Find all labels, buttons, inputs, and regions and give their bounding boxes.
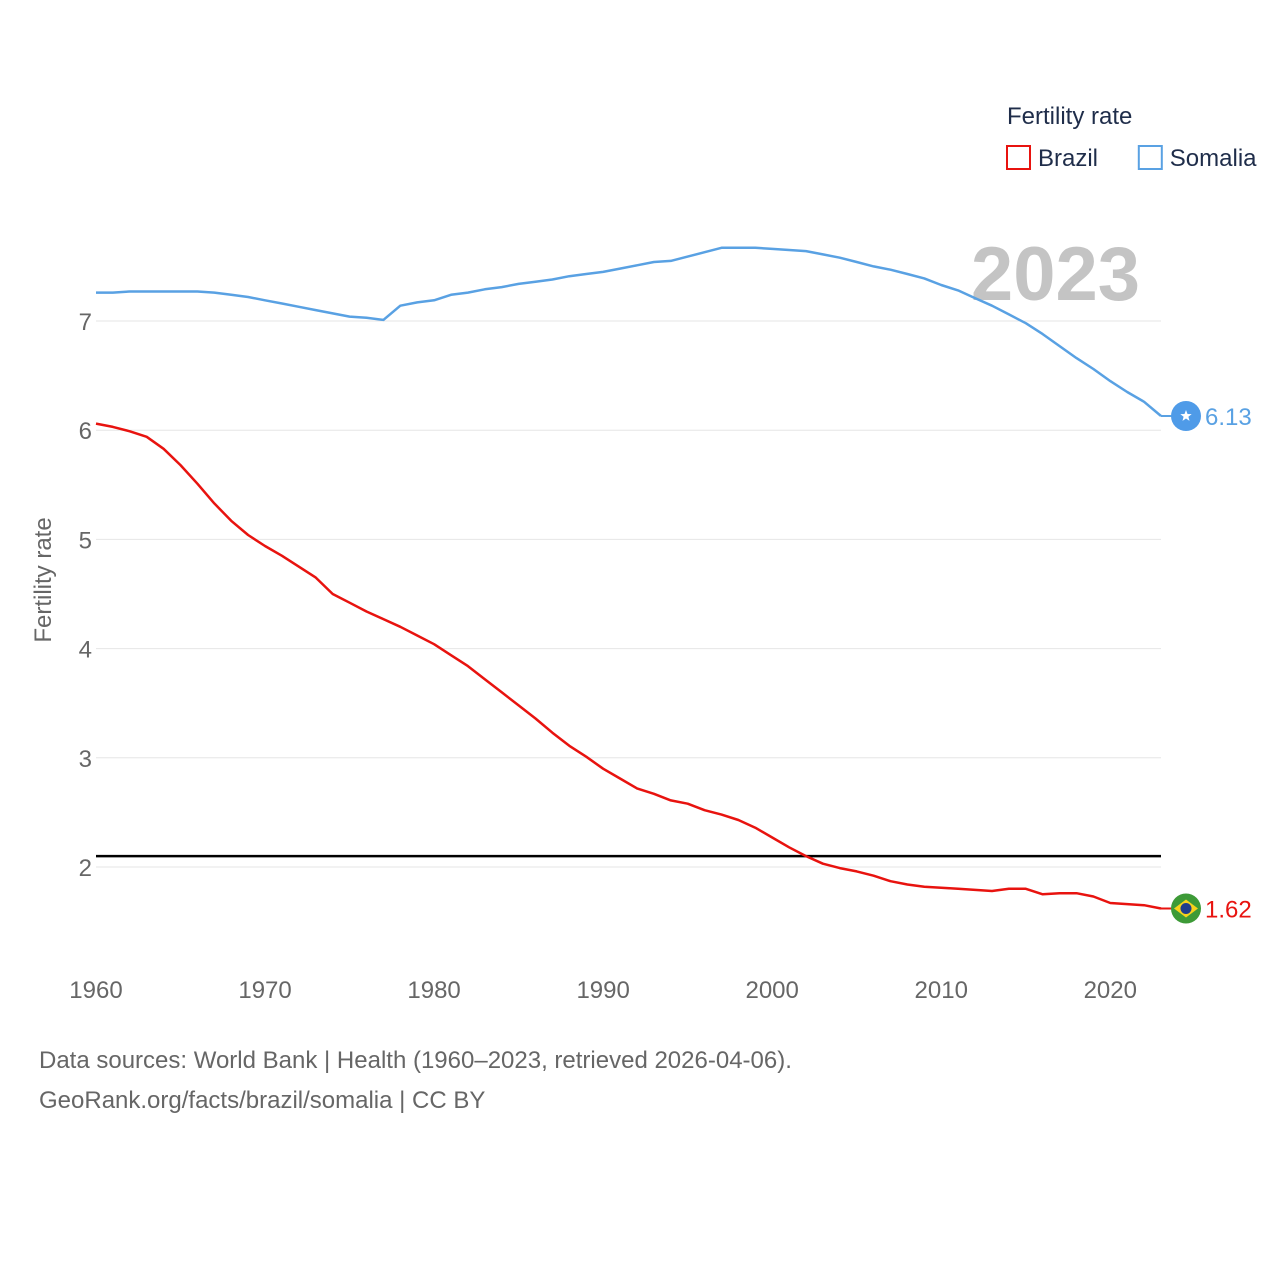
legend-label-somalia: Somalia [1170, 145, 1257, 172]
legend-title: Fertility rate [1007, 103, 1132, 130]
series-lines [95, 246, 1162, 910]
x-tick-label-2020: 2020 [1084, 977, 1137, 1004]
somalia-flag-icon [1171, 401, 1201, 432]
y-tick-label-7: 7 [79, 309, 92, 336]
y-tick-label-4: 4 [79, 637, 92, 664]
series-end-markers: 1.62 6.13 [1161, 401, 1252, 924]
x-tick-label-2000: 2000 [745, 977, 798, 1004]
somalia-end-value-label: 6.13 [1205, 404, 1252, 431]
legend-label-brazil: Brazil [1038, 145, 1098, 172]
grid-lines [96, 320, 1161, 868]
x-tick-label-2010: 2010 [915, 977, 968, 1004]
y-axis-title: Fertility rate [30, 517, 57, 642]
brazil-flag-globe [1180, 902, 1192, 914]
legend-swatch-brazil [1006, 145, 1031, 170]
y-tick-label-2: 2 [79, 855, 92, 882]
brazil-flag-icon [1171, 893, 1201, 924]
brazil-end-value-label: 1.62 [1205, 896, 1252, 923]
y-tick-label-3: 3 [79, 746, 92, 773]
y-tick-label-6: 6 [79, 418, 92, 445]
brazil-line [95, 422, 1162, 910]
legend: Fertility rate Brazil Somalia [1006, 103, 1257, 172]
x-tick-label-1970: 1970 [238, 977, 291, 1004]
y-tick-label-5: 5 [79, 527, 92, 554]
source-line-1: Data sources: World Bank | Health (1960–… [39, 1047, 792, 1074]
x-tick-label-1960: 1960 [69, 977, 122, 1004]
y-axis-ticks: 2 3 4 5 6 7 [79, 309, 92, 882]
legend-swatch-somalia [1137, 145, 1163, 170]
somalia-flag-star [1180, 410, 1192, 421]
year-label: 2023 [971, 232, 1140, 317]
x-tick-label-1990: 1990 [576, 977, 629, 1004]
x-axis-ticks: 1960 1970 1980 1990 2000 2010 2020 [69, 977, 1137, 1004]
source-line-2: GeoRank.org/facts/brazil/somalia | CC BY [39, 1087, 485, 1114]
somalia-line [96, 246, 1162, 417]
x-tick-label-1980: 1980 [407, 977, 460, 1004]
